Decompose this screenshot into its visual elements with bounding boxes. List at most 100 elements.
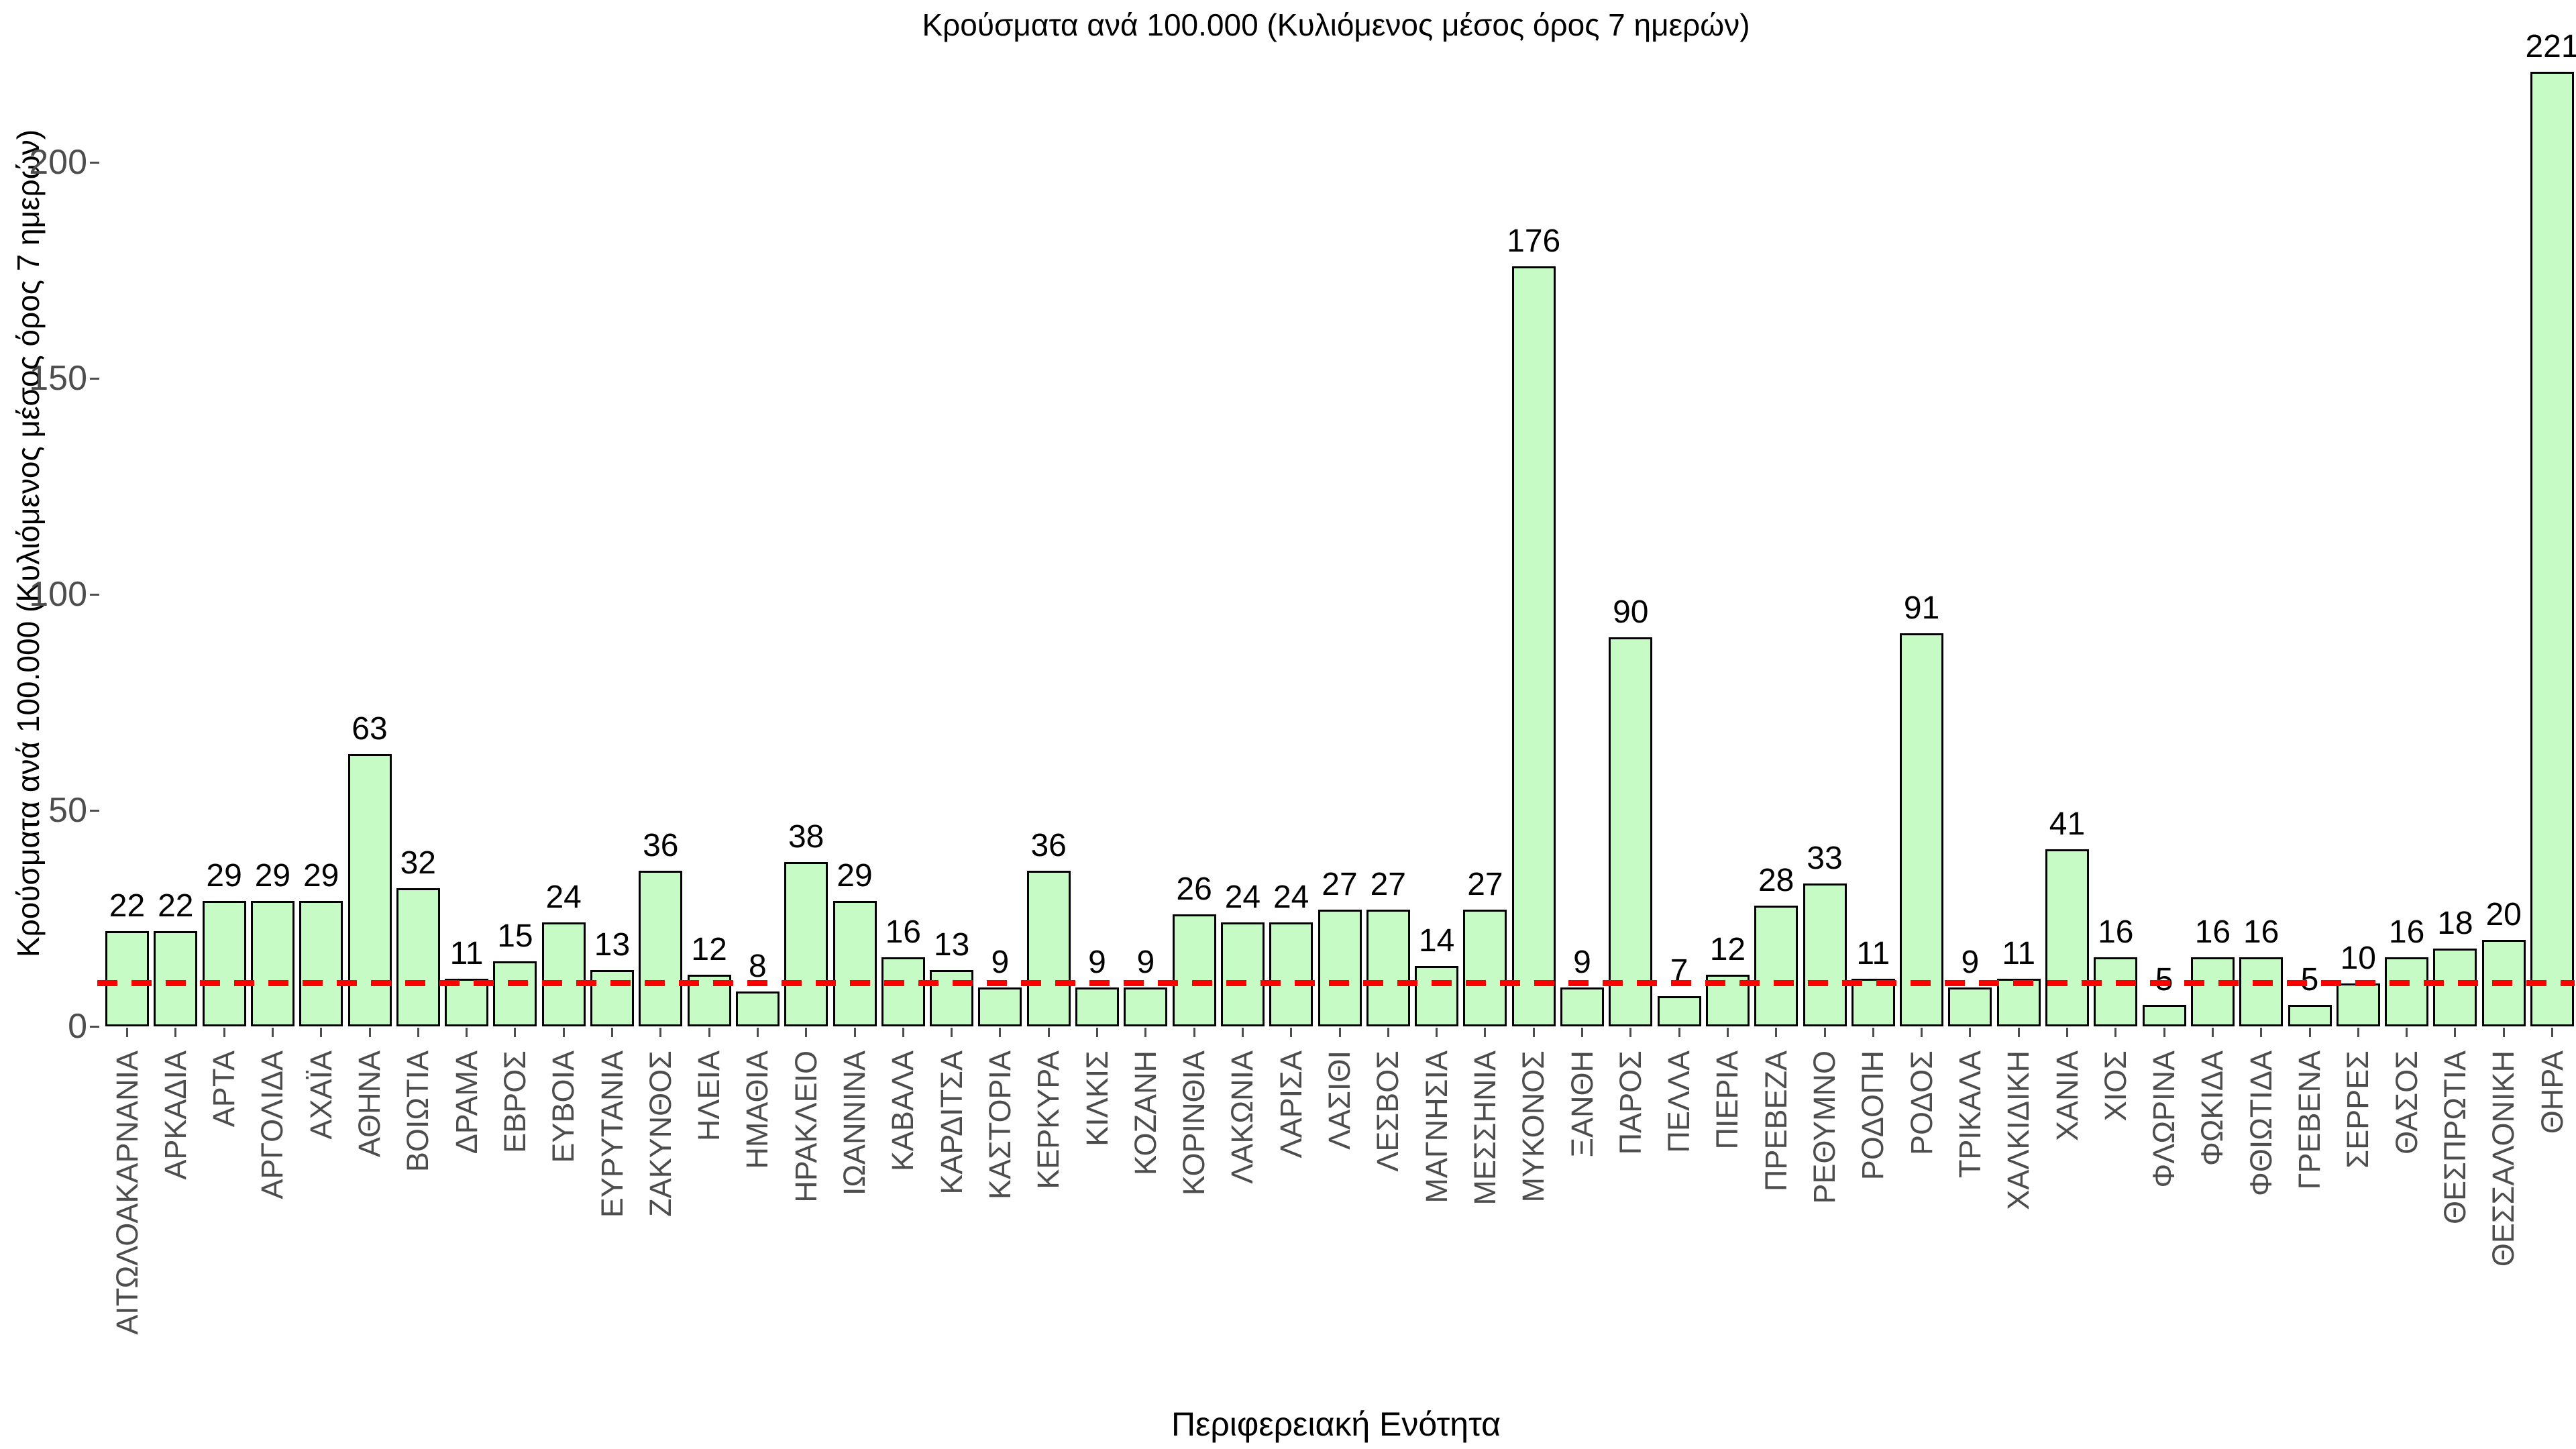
- y-axis-tick-mark: [90, 1025, 99, 1028]
- bar-value-label: 14: [1418, 922, 1455, 959]
- bar-value-label: 16: [2098, 914, 2134, 950]
- bar-value-label: 176: [1507, 223, 1561, 259]
- bar: [978, 987, 1022, 1026]
- x-axis-tick-mark: [1241, 1028, 1244, 1037]
- bar-value-label: 33: [1807, 841, 1843, 877]
- bar-value-label: 12: [1709, 931, 1746, 967]
- bar: [1803, 883, 1847, 1026]
- x-axis-category-label: ΕΥΒΟΙΑ: [546, 1051, 581, 1163]
- x-axis-category-label: ΠΡΕΒΕΖΑ: [1758, 1051, 1793, 1192]
- bar-value-label: 10: [2340, 940, 2376, 976]
- bar-value-label: 9: [1961, 945, 1980, 981]
- bar-value-label: 36: [643, 828, 679, 864]
- x-axis-tick-mark: [2406, 1028, 2408, 1037]
- x-axis-category-label: ΜΑΓΝΗΣΙΑ: [1419, 1051, 1454, 1203]
- x-axis-tick-mark: [1290, 1028, 1293, 1037]
- bar: [1900, 633, 1944, 1026]
- bar-value-label: 16: [2388, 914, 2425, 950]
- bar: [1269, 922, 1313, 1026]
- x-axis-tick-mark: [2211, 1028, 2214, 1037]
- bar-value-label: 27: [1467, 867, 1503, 903]
- x-axis-title: Περιφερειακή Ενότητα: [1171, 1405, 1501, 1443]
- x-axis-category-label: ΛΑΡΙΣΑ: [1273, 1051, 1308, 1159]
- bar: [2142, 1004, 2186, 1026]
- bar-value-label: 15: [497, 918, 533, 955]
- bar-value-label: 29: [303, 858, 339, 894]
- x-axis-category-label: ΑΡΓΟΛΙΔΑ: [255, 1051, 290, 1199]
- x-axis-tick-mark: [611, 1028, 613, 1037]
- x-axis-tick-mark: [2163, 1028, 2165, 1037]
- bar: [1318, 910, 1362, 1026]
- reference-line: [97, 980, 2575, 987]
- x-axis-category-label: ΚΕΡΚΥΡΑ: [1031, 1051, 1066, 1189]
- bar-value-label: 9: [1573, 945, 1591, 981]
- x-axis-category-label: ΜΕΣΣΗΝΙΑ: [1467, 1051, 1502, 1205]
- bar-value-label: 29: [254, 858, 291, 894]
- x-axis-tick-mark: [1629, 1028, 1632, 1037]
- y-axis-tick-mark: [90, 377, 99, 380]
- x-axis-category-label: ΚΑΒΑΛΑ: [885, 1051, 920, 1172]
- bar-value-label: 32: [400, 845, 436, 881]
- bar-value-label: 13: [933, 927, 970, 963]
- x-axis-category-label: ΑΙΤΩΛΟΑΚΑΡΝΑΝΙΑ: [109, 1051, 144, 1335]
- x-axis-tick-mark: [417, 1028, 419, 1037]
- bar: [445, 979, 489, 1026]
- x-axis-category-label: ΡΕΘΥΜΝΟ: [1807, 1051, 1841, 1204]
- bar-value-label: 41: [2049, 806, 2086, 842]
- x-axis-category-label: ΜΥΚΟΝΟΣ: [1516, 1051, 1551, 1203]
- bar: [590, 970, 634, 1026]
- x-axis-category-label: ΕΥΡΥΤΑΝΙΑ: [594, 1051, 629, 1218]
- x-axis-category-label: ΞΑΝΘΗ: [1564, 1051, 1599, 1158]
- x-axis-tick-mark: [1436, 1028, 1438, 1037]
- bar-value-label: 18: [2437, 906, 2473, 942]
- bar: [2239, 957, 2284, 1026]
- bar-value-label: 27: [1370, 867, 1406, 903]
- bar: [2288, 1004, 2332, 1026]
- x-axis-category-label: ΒΟΙΩΤΙΑ: [400, 1051, 435, 1173]
- x-axis-category-label: ΑΧΑΪΑ: [303, 1051, 338, 1140]
- bar: [930, 970, 974, 1026]
- bar: [1172, 914, 1216, 1026]
- x-axis-tick-mark: [1872, 1028, 1874, 1037]
- x-axis-category-label: ΖΑΚΥΝΘΟΣ: [643, 1051, 678, 1217]
- x-axis-category-label: ΗΛΕΙΑ: [692, 1051, 727, 1142]
- bar: [833, 901, 877, 1026]
- bar-value-label: 16: [2194, 914, 2231, 950]
- x-axis-tick-mark: [1532, 1028, 1535, 1037]
- bar: [1124, 987, 1168, 1026]
- x-axis-category-label: ΗΡΑΚΛΕΙΟ: [788, 1051, 823, 1203]
- bar: [105, 931, 149, 1026]
- bar-value-label: 26: [1176, 871, 1212, 907]
- x-axis-tick-mark: [562, 1028, 565, 1037]
- x-axis-category-label: ΚΟΖΑΝΗ: [1128, 1051, 1163, 1176]
- x-axis-category-label: ΔΡΑΜΑ: [449, 1051, 484, 1155]
- x-axis-category-label: ΘΕΣΣΑΛΟΝΙΚΗ: [2486, 1051, 2521, 1267]
- bar: [154, 931, 198, 1026]
- bar: [299, 901, 343, 1026]
- bar: [1609, 637, 1653, 1026]
- x-axis-category-label: ΧΑΛΚΙΔΙΚΗ: [2001, 1051, 2036, 1210]
- x-axis-tick-mark: [320, 1028, 323, 1037]
- x-axis-tick-mark: [2260, 1028, 2263, 1037]
- bar-value-label: 29: [837, 858, 873, 894]
- x-axis-tick-mark: [2308, 1028, 2311, 1037]
- x-axis-tick-mark: [951, 1028, 953, 1037]
- x-axis-tick-mark: [1144, 1028, 1147, 1037]
- x-axis-tick-mark: [2017, 1028, 2020, 1037]
- bar-value-label: 91: [1903, 590, 1940, 626]
- x-axis-category-label: ΑΘΗΝΑ: [352, 1051, 386, 1158]
- bar-value-label: 24: [1224, 879, 1261, 916]
- y-axis-tick-label: 50: [48, 791, 87, 830]
- x-axis-category-label: ΑΡΤΑ: [207, 1051, 241, 1128]
- bar: [1754, 905, 1799, 1026]
- x-axis-tick-mark: [756, 1028, 759, 1037]
- bar: [784, 862, 828, 1026]
- bar-value-label: 11: [2002, 936, 2036, 972]
- x-axis-category-label: ΙΩΑΝΝΙΝΑ: [837, 1051, 871, 1196]
- bar-value-label: 90: [1613, 594, 1649, 631]
- bar-value-label: 20: [2485, 897, 2522, 933]
- x-axis-tick-mark: [708, 1028, 710, 1037]
- x-axis-tick-mark: [466, 1028, 468, 1037]
- bar-value-label: 38: [788, 819, 824, 855]
